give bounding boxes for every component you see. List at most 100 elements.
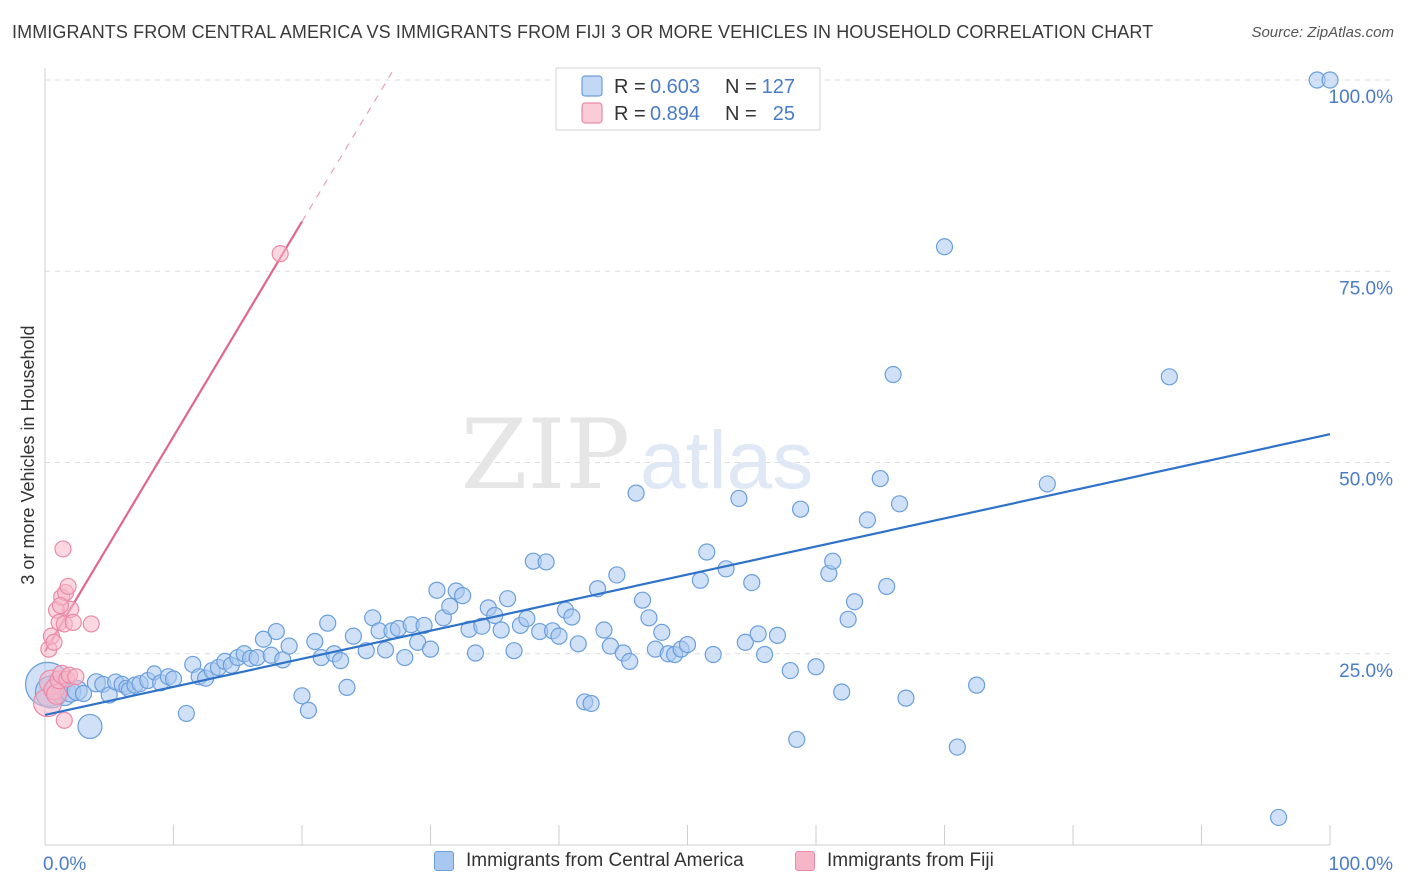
data-point-central-america <box>254 630 273 648</box>
trend-lines-fiji <box>44 72 393 653</box>
data-point-central-america <box>640 609 658 627</box>
data-point-central-america <box>871 469 889 488</box>
source-label: Source: ZipAtlas.com <box>1251 24 1394 41</box>
data-point-central-america <box>878 577 896 596</box>
x-tick-label-max: 100.0% <box>1329 854 1394 875</box>
data-point-central-america <box>768 626 787 644</box>
data-point-central-america <box>1160 368 1178 386</box>
data-point-fiji <box>64 613 82 631</box>
data-point-central-america <box>1321 71 1339 89</box>
data-point-central-america <box>948 738 966 756</box>
trend-lines-central-america <box>44 433 1331 717</box>
y-tick-label: 75.0% <box>1339 278 1393 299</box>
data-point-central-america <box>833 683 851 701</box>
y-tick-label: 25.0% <box>1339 661 1393 682</box>
y-tick-labels: 25.0% 50.0% 75.0% 100.0% <box>1329 87 1394 682</box>
x-tick-label-min: 0.0% <box>43 854 86 875</box>
data-point-fiji <box>67 668 85 686</box>
legend-n-value: 127 <box>762 76 795 98</box>
points-fiji <box>32 245 289 729</box>
legend-r-value: 0.894 <box>650 103 700 125</box>
data-point-central-america <box>466 644 485 662</box>
data-point-fiji <box>54 540 72 558</box>
data-point-central-america <box>344 627 362 645</box>
y-axis-label: 3 or more Vehicles in Household <box>18 325 38 584</box>
data-point-central-america <box>717 560 735 578</box>
data-point-central-america <box>550 627 568 645</box>
data-point-central-america <box>492 621 510 639</box>
legend-swatch <box>581 102 603 124</box>
data-point-fiji <box>271 245 289 263</box>
data-point-central-america <box>499 590 517 608</box>
data-point-central-america <box>537 553 555 571</box>
data-point-central-america <box>428 581 446 599</box>
x-tick-labels: 0.0% 100.0% <box>43 854 1393 875</box>
legend-n-label: N = <box>725 103 757 125</box>
data-point-central-america <box>582 694 600 713</box>
data-point-central-america <box>691 571 709 589</box>
data-point-central-america <box>473 617 491 635</box>
data-point-central-america <box>704 645 722 664</box>
data-point-central-america <box>177 704 195 723</box>
data-point-central-america <box>77 713 103 740</box>
data-point-central-america <box>824 552 842 570</box>
data-point-central-america <box>1269 808 1288 827</box>
trend-line-fiji-extension <box>301 72 393 222</box>
watermark-atlas: atlas <box>640 415 813 506</box>
trend-line-central-america <box>44 433 1331 717</box>
data-point-central-america <box>608 566 626 584</box>
data-point-central-america <box>267 622 285 641</box>
watermark-zip: ZIP <box>461 399 630 511</box>
legend: R = 0.603 N = 127 R = 0.894 N = 25 <box>555 67 821 131</box>
data-point-central-america <box>396 648 414 667</box>
legend-label-fiji: Immigrants from Fiji <box>827 850 994 871</box>
data-point-central-america <box>781 661 799 680</box>
data-point-central-america <box>736 633 754 651</box>
legend-r-label: R = <box>614 76 646 98</box>
data-point-central-america <box>563 608 581 626</box>
data-point-central-america <box>280 637 298 655</box>
data-point-central-america <box>505 642 523 660</box>
legend-swatch-blue <box>434 851 454 871</box>
data-point-central-america <box>441 597 459 615</box>
watermark: ZIP atlas <box>461 399 813 511</box>
series-legend: Immigrants from Central America Immigran… <box>0 850 1406 880</box>
data-point-central-america <box>306 632 324 651</box>
data-point-fiji <box>82 615 100 633</box>
data-point-central-america <box>788 730 806 749</box>
trend-line-fiji <box>44 220 303 653</box>
legend-swatch-pink <box>795 851 815 871</box>
chart-title: IMMIGRANTS FROM CENTRAL AMERICA VS IMMIG… <box>12 22 1154 42</box>
legend-r-value: 0.603 <box>650 76 700 98</box>
data-point-central-america <box>935 238 954 256</box>
data-point-central-america <box>743 574 761 592</box>
legend-swatch <box>581 75 603 97</box>
data-point-central-america <box>569 635 587 653</box>
y-tick-label: 50.0% <box>1339 470 1393 491</box>
legend-r-label: R = <box>614 103 646 125</box>
data-point-central-america <box>595 621 613 639</box>
data-point-central-america <box>807 658 825 676</box>
data-point-central-america <box>621 652 639 671</box>
data-point-central-america <box>319 614 337 632</box>
data-point-central-america <box>968 676 986 694</box>
data-point-fiji <box>55 711 73 729</box>
legend-label-central-america: Immigrants from Central America <box>466 850 744 871</box>
data-point-central-america <box>1038 475 1056 493</box>
legend-n-label: N = <box>725 76 757 98</box>
data-point-central-america <box>299 701 318 719</box>
data-point-central-america <box>890 495 909 513</box>
legend-item-fiji: Immigrants from Fiji <box>795 850 994 872</box>
data-point-central-america <box>338 678 356 697</box>
data-point-central-america <box>791 500 810 518</box>
data-point-central-america <box>858 511 877 529</box>
data-point-central-america <box>730 489 748 508</box>
data-point-central-america <box>897 689 915 707</box>
data-point-fiji <box>51 596 70 615</box>
data-point-central-america <box>633 591 652 609</box>
legend-item-central-america: Immigrants from Central America <box>434 850 744 872</box>
data-point-central-america <box>421 640 440 658</box>
data-point-central-america <box>376 641 395 659</box>
data-point-central-america <box>749 625 767 643</box>
